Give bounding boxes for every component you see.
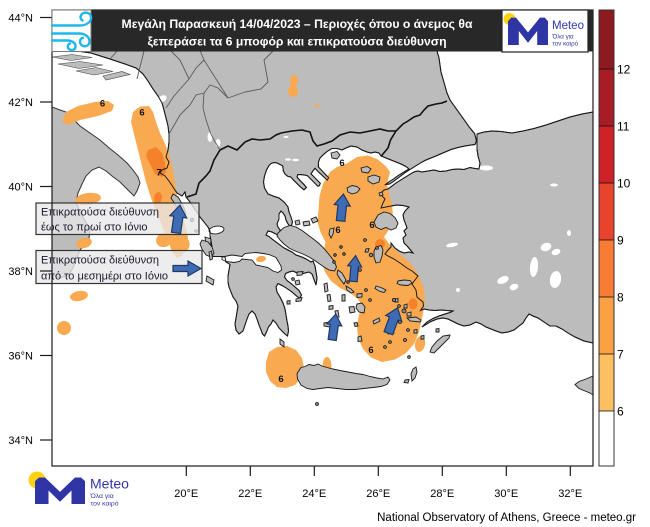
svg-text:6: 6 — [339, 158, 344, 169]
svg-text:6: 6 — [369, 220, 374, 231]
svg-text:10: 10 — [617, 177, 631, 191]
svg-text:11: 11 — [617, 120, 630, 134]
svg-text:Όλα για: Όλα για — [90, 493, 114, 500]
svg-text:6: 6 — [139, 108, 144, 119]
svg-text:22°E: 22°E — [238, 488, 262, 500]
svg-text:Meteo: Meteo — [552, 20, 584, 32]
svg-text:8: 8 — [617, 291, 624, 305]
svg-text:7: 7 — [617, 348, 624, 362]
svg-text:6: 6 — [617, 405, 624, 419]
svg-text:24°E: 24°E — [302, 488, 326, 500]
svg-text:Μεγάλη Παρασκευή 14/04/2023 –: Μεγάλη Παρασκευή 14/04/2023 – Περιοχές ό… — [122, 17, 473, 31]
svg-text:20°E: 20°E — [174, 488, 198, 500]
svg-text:38°N: 38°N — [8, 266, 33, 278]
svg-text:Επικρατούσα διεύθυνση: Επικρατούσα διεύθυνση — [41, 207, 159, 219]
svg-text:28°E: 28°E — [430, 488, 454, 500]
svg-text:42°N: 42°N — [8, 97, 33, 109]
svg-text:26°E: 26°E — [366, 488, 390, 500]
svg-text:6: 6 — [278, 374, 283, 385]
svg-text:ξεπεράσει τα 6 μποφόρ και επικ: ξεπεράσει τα 6 μποφόρ και επικρατούσα δι… — [147, 35, 446, 49]
svg-text:6: 6 — [335, 225, 340, 236]
svg-text:Meteo: Meteo — [90, 476, 129, 492]
svg-text:40°N: 40°N — [8, 182, 33, 194]
svg-text:30°E: 30°E — [494, 488, 518, 500]
svg-text:6: 6 — [368, 345, 373, 356]
svg-text:36°N: 36°N — [8, 351, 33, 363]
svg-text:6: 6 — [100, 99, 105, 110]
svg-text:34°N: 34°N — [8, 435, 33, 447]
svg-text:έως το πρωί στο Ιόνιο: έως το πρωί στο Ιόνιο — [41, 222, 148, 234]
svg-text:από το μεσημέρι στο Ιόνιο: από το μεσημέρι στο Ιόνιο — [41, 271, 168, 283]
svg-text:National Observatory of Athens: National Observatory of Athens, Greece -… — [377, 512, 636, 524]
svg-text:32°E: 32°E — [558, 488, 582, 500]
svg-text:Όλα για: Όλα για — [552, 34, 575, 41]
svg-text:9: 9 — [617, 234, 624, 248]
svg-text:Επικρατούσα διεύθυνση: Επικρατούσα διεύθυνση — [41, 255, 159, 267]
svg-text:7: 7 — [156, 168, 161, 179]
svg-text:τον καιρό: τον καιρό — [91, 500, 119, 508]
svg-text:44°N: 44°N — [8, 13, 33, 25]
svg-text:12: 12 — [617, 63, 631, 77]
svg-text:τον καιρό: τον καιρό — [553, 41, 579, 48]
